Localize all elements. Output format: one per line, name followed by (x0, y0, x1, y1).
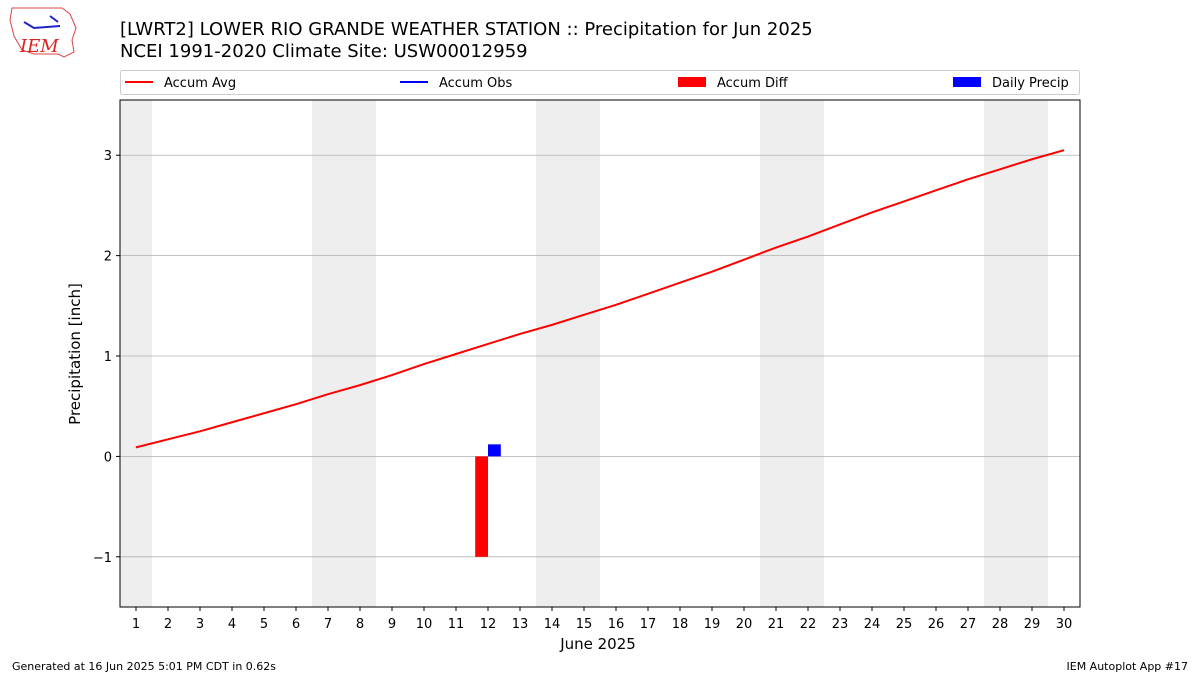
plot-frame (119, 99, 1081, 608)
y-tick-label: 2 (104, 250, 112, 265)
legend-swatch (953, 77, 981, 87)
weekend-shade (536, 100, 568, 607)
footer-right: IEM Autoplot App #17 (1067, 660, 1189, 673)
x-tick-label: 18 (672, 617, 689, 632)
x-tick-label: 27 (960, 617, 977, 632)
x-tick-label: 14 (544, 617, 561, 632)
weekend-shade (120, 100, 152, 607)
line (135, 149, 1065, 449)
logo-outline (9, 7, 77, 58)
weekend-shade (984, 100, 1016, 607)
y-axis-label: Precipitation [inch] (66, 283, 84, 425)
y-tick-label: 3 (104, 149, 112, 164)
y-tick-label: 1 (104, 350, 112, 365)
x-tick-label: 10 (416, 617, 433, 632)
weekend-shade (344, 100, 376, 607)
x-tick-label: 23 (832, 617, 849, 632)
legend-frame (120, 70, 1080, 95)
x-tick-label: 4 (228, 617, 236, 632)
weekend-shade (792, 100, 824, 607)
bar (488, 444, 501, 457)
x-tick-label: 13 (512, 617, 529, 632)
x-tick-label: 1 (132, 617, 140, 632)
x-axis-label: June 2025 (559, 635, 636, 653)
bar (475, 456, 488, 557)
x-tick-label: 28 (992, 617, 1009, 632)
x-tick-label: 21 (768, 617, 785, 632)
x-tick-label: 5 (260, 617, 268, 632)
weekend-shade (760, 100, 792, 607)
x-tick-label: 6 (292, 617, 300, 632)
x-tick-label: 24 (864, 617, 881, 632)
x-tick-label: 30 (1056, 617, 1073, 632)
legend-label: Daily Precip (992, 76, 1069, 91)
y-tick-label: −1 (93, 551, 112, 566)
legend-label: Accum Obs (439, 76, 512, 91)
x-tick-label: 20 (736, 617, 753, 632)
chart-title: [LWRT2] LOWER RIO GRANDE WEATHER STATION… (120, 19, 813, 40)
x-tick-label: 25 (896, 617, 913, 632)
weekend-shade (568, 100, 600, 607)
x-tick-label: 8 (356, 617, 364, 632)
logo-icon (23, 15, 61, 30)
legend-label: Accum Diff (717, 76, 789, 91)
logo-text: IEM (19, 36, 59, 57)
x-tick-label: 3 (196, 617, 204, 632)
x-tick-label: 15 (576, 617, 593, 632)
footer-left: Generated at 16 Jun 2025 5:01 PM CDT in … (12, 660, 276, 673)
x-tick-label: 19 (704, 617, 721, 632)
x-tick-label: 11 (448, 617, 465, 632)
x-tick-label: 29 (1024, 617, 1041, 632)
legend-label: Accum Avg (164, 76, 236, 91)
legend-swatch (678, 77, 706, 87)
weekend-shade (312, 100, 344, 607)
y-tick-label: 0 (104, 450, 112, 465)
x-tick-label: 17 (640, 617, 657, 632)
chart-subtitle: NCEI 1991-2020 Climate Site: USW00012959 (120, 41, 528, 62)
logo: IEM (9, 7, 77, 58)
x-tick-label: 12 (480, 617, 497, 632)
x-tick-label: 22 (800, 617, 817, 632)
weekend-shade (1016, 100, 1048, 607)
x-tick-label: 9 (388, 617, 396, 632)
x-tick-label: 26 (928, 617, 945, 632)
x-tick-label: 16 (608, 617, 625, 632)
x-tick-label: 7 (324, 617, 332, 632)
x-tick-label: 2 (164, 617, 172, 632)
